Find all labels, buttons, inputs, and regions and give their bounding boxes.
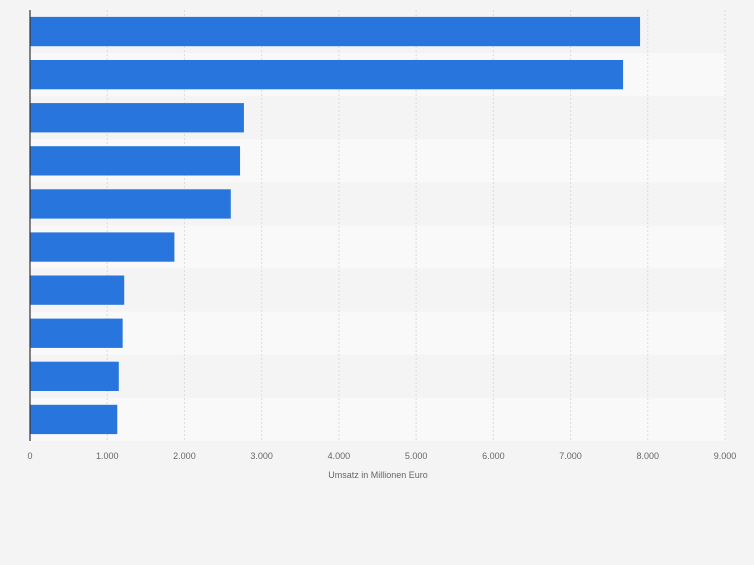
x-tick-label: 4.000: [328, 451, 351, 461]
x-tick-label: 9.000: [714, 451, 737, 461]
bar: [30, 189, 231, 219]
bars: [30, 16, 641, 435]
row-band: [30, 354, 726, 398]
bar: [30, 59, 624, 90]
bar: [30, 275, 125, 305]
bar: [30, 103, 244, 133]
bar: [30, 232, 175, 262]
bar: [30, 16, 641, 47]
bar: [30, 318, 123, 348]
x-tick-label: 5.000: [405, 451, 428, 461]
bar: [30, 404, 118, 435]
row-band: [30, 268, 726, 312]
x-axis-label: Umsatz in Millionen Euro: [328, 470, 428, 480]
x-tick-label: 6.000: [482, 451, 505, 461]
x-tick-label: 0: [27, 451, 32, 461]
x-tick-label: 1.000: [96, 451, 119, 461]
x-tick-label: 3.000: [250, 451, 273, 461]
x-tick-label: 2.000: [173, 451, 196, 461]
x-tick-labels: 0 1.000 2.000 3.000 4.000 5.000 6.000 7.000 8.00…: [27, 451, 736, 461]
bar: [30, 361, 119, 392]
row-band: [30, 397, 726, 441]
bar: [30, 146, 241, 176]
x-tick-label: 8.000: [637, 451, 660, 461]
x-tick-label: 7.000: [559, 451, 582, 461]
row-band: [30, 311, 726, 355]
